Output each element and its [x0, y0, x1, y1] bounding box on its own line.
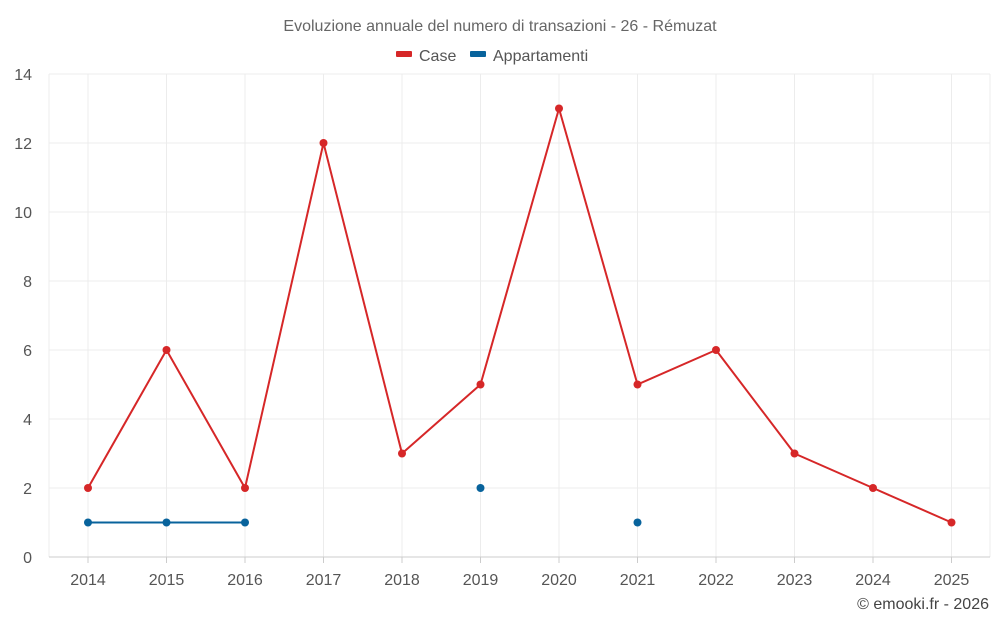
data-point-appartamenti[interactable]	[633, 518, 642, 527]
data-point-case[interactable]	[162, 346, 171, 354]
legend-swatch-appartamenti	[470, 51, 486, 57]
x-tick-label: 2024	[855, 572, 891, 589]
y-tick-label: 10	[14, 205, 32, 222]
y-tick-label: 4	[23, 412, 32, 429]
x-tick-label: 2014	[70, 572, 106, 589]
y-tick-label: 12	[14, 136, 32, 153]
x-tick-label: 2020	[541, 572, 577, 589]
chart-title: Evoluzione annuale del numero di transaz…	[283, 18, 717, 35]
x-tick-label: 2016	[227, 572, 263, 589]
data-point-case[interactable]	[241, 484, 249, 492]
y-tick-label: 6	[23, 343, 32, 360]
data-point-case[interactable]	[319, 139, 328, 147]
x-axis-ticks: 2014 2015 2016 2017 2018 2019 2020 2021 2022 2023…	[70, 572, 969, 589]
x-tick-label: 2018	[384, 572, 420, 589]
data-point-case[interactable]	[398, 449, 406, 458]
x-tick-label: 2015	[149, 572, 185, 589]
y-tick-label: 2	[23, 481, 32, 498]
series-case	[84, 104, 956, 527]
series-line-case	[87, 107, 953, 524]
y-tick-label: 0	[23, 550, 32, 567]
data-point-appartamenti[interactable]	[84, 518, 92, 527]
legend: Case Appartamenti	[396, 48, 588, 65]
series-appartamenti	[84, 484, 642, 527]
data-point-appartamenti[interactable]	[476, 484, 485, 492]
data-point-case[interactable]	[947, 518, 956, 527]
legend-item-case[interactable]: Case	[396, 48, 456, 65]
x-tick-label: 2023	[777, 572, 813, 589]
x-tick-label: 2019	[463, 572, 499, 589]
y-axis-ticks: 0 2 4 6 8 10 12 14	[14, 67, 32, 567]
data-point-case[interactable]	[712, 346, 720, 354]
data-point-appartamenti[interactable]	[162, 518, 171, 527]
data-point-case[interactable]	[869, 484, 877, 492]
data-point-case[interactable]	[790, 449, 799, 458]
x-tick-label: 2021	[620, 572, 656, 589]
legend-label-appartamenti: Appartamenti	[493, 48, 588, 65]
x-tick-label: 2022	[698, 572, 734, 589]
series-layer	[84, 104, 956, 527]
grid	[48, 73, 991, 557]
legend-label-case: Case	[419, 48, 456, 65]
axes	[49, 556, 990, 563]
x-tick-label: 2017	[306, 572, 342, 589]
legend-item-appartamenti[interactable]: Appartamenti	[470, 48, 588, 65]
credit-text: © emooki.fr - 2026	[857, 596, 989, 613]
y-tick-label: 8	[23, 274, 32, 291]
data-point-case[interactable]	[84, 484, 92, 492]
y-tick-label: 14	[14, 67, 32, 84]
data-point-case[interactable]	[555, 104, 563, 113]
data-point-case[interactable]	[633, 380, 642, 389]
data-point-appartamenti[interactable]	[241, 518, 249, 527]
legend-swatch-case	[396, 51, 412, 57]
data-point-case[interactable]	[476, 380, 485, 389]
x-tick-label: 2025	[934, 572, 970, 589]
